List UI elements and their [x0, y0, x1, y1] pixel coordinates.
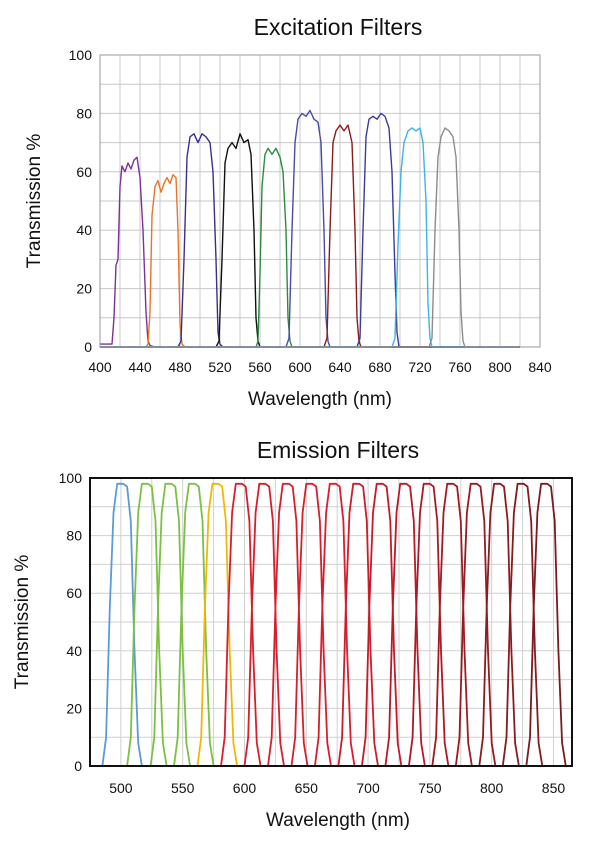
series-line-1	[101, 482, 143, 767]
x-tick-label: 440	[128, 359, 152, 375]
x-tick-label: 600	[233, 780, 257, 796]
series-group	[100, 109, 520, 348]
x-tick-label: 550	[171, 780, 195, 796]
y-tick-label: 80	[66, 528, 82, 544]
x-tick-label: 400	[88, 359, 112, 375]
y-axis-label: Transmission %	[12, 555, 33, 690]
y-tick-label: 100	[69, 47, 93, 63]
x-tick-label: 750	[418, 780, 442, 796]
x-tick-label: 520	[208, 359, 232, 375]
x-tick-label: 760	[448, 359, 472, 375]
y-tick-label: 100	[59, 470, 83, 486]
series-line-11	[337, 482, 379, 767]
series-line-10	[100, 127, 520, 348]
tick-labels: 400 440 480 520 560 600 640 680 720 760 800 840 0 20 4…	[69, 47, 552, 375]
x-axis-label: Wavelength (nm)	[248, 389, 392, 410]
y-tick-label: 60	[76, 164, 92, 180]
y-tick-label: 0	[84, 339, 92, 355]
chart-title: Excitation Filters	[254, 14, 423, 40]
x-tick-label: 850	[542, 780, 566, 796]
y-tick-label: 60	[66, 585, 82, 601]
chart-title: Emission Filters	[257, 437, 419, 463]
series-line-19	[525, 482, 567, 767]
x-tick-label: 560	[248, 359, 272, 375]
series-line-12	[361, 482, 403, 767]
x-tick-label: 800	[480, 780, 504, 796]
series-line-3	[149, 482, 191, 767]
series-line-6	[220, 482, 262, 767]
series-line-13	[384, 482, 426, 767]
gridlines	[99, 54, 541, 348]
plot-frame	[89, 477, 573, 767]
x-tick-label: 720	[408, 359, 432, 375]
x-tick-label: 840	[528, 359, 552, 375]
plot-frame	[99, 54, 541, 348]
series-line-17	[478, 482, 520, 767]
emission-chart: Emission Filters 500 550 600 650 700 750 800 85…	[12, 437, 573, 831]
y-tick-label: 0	[74, 758, 82, 774]
x-tick-label: 680	[368, 359, 392, 375]
series-group	[101, 482, 567, 767]
series-line-14	[408, 482, 450, 767]
x-tick-label: 700	[356, 780, 380, 796]
x-tick-label: 600	[288, 359, 312, 375]
series-line-4	[100, 133, 520, 348]
series-line-4	[173, 482, 215, 767]
x-tick-label: 650	[295, 780, 319, 796]
series-line-7	[100, 124, 520, 348]
y-tick-label: 40	[76, 222, 92, 238]
x-tick-label: 500	[109, 780, 133, 796]
x-axis-label: Wavelength (nm)	[266, 810, 410, 831]
series-line-9	[100, 127, 520, 348]
x-tick-label: 480	[168, 359, 192, 375]
series-line-15	[431, 482, 473, 767]
x-tick-label: 640	[328, 359, 352, 375]
series-line-18	[501, 482, 544, 767]
series-line-9	[290, 482, 332, 767]
series-line-16	[454, 482, 497, 767]
y-tick-label: 20	[66, 700, 82, 716]
series-line-8	[267, 482, 309, 767]
series-line-2	[126, 482, 168, 767]
x-tick-label: 800	[488, 359, 512, 375]
y-axis-label: Transmission %	[24, 134, 45, 269]
series-line-10	[314, 482, 356, 767]
series-line-5	[196, 482, 238, 767]
series-line-2	[100, 173, 520, 348]
y-tick-label: 40	[66, 643, 82, 659]
y-tick-label: 80	[76, 105, 92, 121]
y-tick-label: 20	[76, 281, 92, 297]
tick-labels: 500 550 600 650 700 750 800 850 0 20 40 60 80 100	[59, 470, 566, 796]
series-line-7	[243, 482, 285, 767]
excitation-chart: Excitation Filters 400 440 480 520 560 600 640…	[24, 14, 552, 410]
